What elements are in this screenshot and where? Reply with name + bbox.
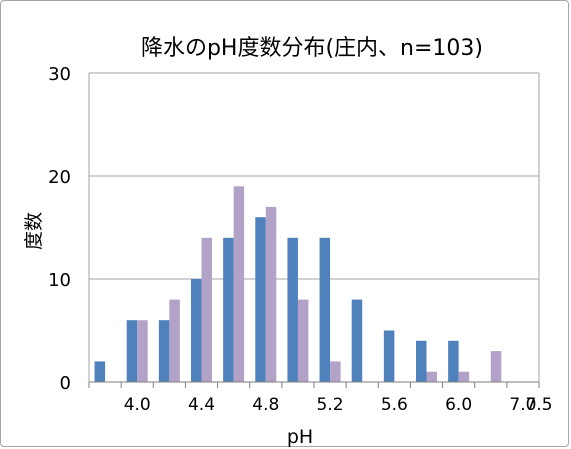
chart-title: 降水のpH度数分布(庄内、n=103) [141, 36, 483, 61]
bar-series1-bin3 [158, 320, 170, 382]
x-tick-label-5.6: 5.6 [381, 395, 408, 415]
bar-series1-bin12 [448, 340, 459, 382]
bar-series1-bin9 [351, 299, 363, 382]
tick-labels: 0 10 20 30 4.0 4.4 4.8 5.2 5.6 6.0 7.07.5 [48, 64, 552, 415]
bar-series2-bin3 [169, 299, 180, 382]
y-tick-label-20: 20 [48, 167, 71, 188]
x-tick-label-5.2: 5.2 [317, 395, 344, 415]
bar-series2-bin8 [330, 361, 341, 382]
bar-series1-bin4 [191, 279, 202, 382]
bar-series2-bin7 [297, 299, 309, 382]
bar-series2-bin6 [265, 206, 277, 382]
x-tick-label-7.5: 7.5 [525, 395, 552, 415]
axes [88, 72, 540, 388]
bars [94, 186, 502, 382]
bar-series1-bin8 [319, 237, 331, 382]
x-tick-label-6.0: 6.0 [445, 395, 472, 415]
bar-series2-bin11 [426, 371, 437, 382]
bar-series2-bin12 [458, 371, 470, 382]
bar-series1-bin2 [126, 320, 138, 382]
y-tick-label-10: 10 [48, 270, 71, 291]
bar-series1-bin1 [94, 361, 106, 382]
bar-series2-bin2 [137, 320, 148, 382]
y-axis-label: 度数 [23, 212, 45, 250]
y-tick-label-0: 0 [60, 373, 71, 394]
y-tick-label-30: 30 [48, 64, 71, 85]
bar-series2-bin5 [233, 186, 245, 382]
x-axis-label: pH [287, 426, 313, 448]
bar-series1-bin10 [383, 330, 395, 382]
bar-series1-bin5 [223, 237, 234, 382]
bar-series1-bin11 [416, 340, 427, 382]
bar-series2-bin13 [490, 351, 502, 382]
x-tick-label-4.0: 4.0 [124, 395, 151, 415]
bar-series1-bin6 [255, 217, 266, 382]
gridlines [89, 72, 539, 280]
x-tick-label-7.0: 7.0 [509, 395, 536, 415]
x-tick-label-4.8: 4.8 [252, 395, 279, 415]
bar-series2-bin4 [201, 237, 212, 382]
x-tick-label-4.4: 4.4 [188, 395, 215, 415]
bar-series1-bin7 [287, 237, 298, 382]
